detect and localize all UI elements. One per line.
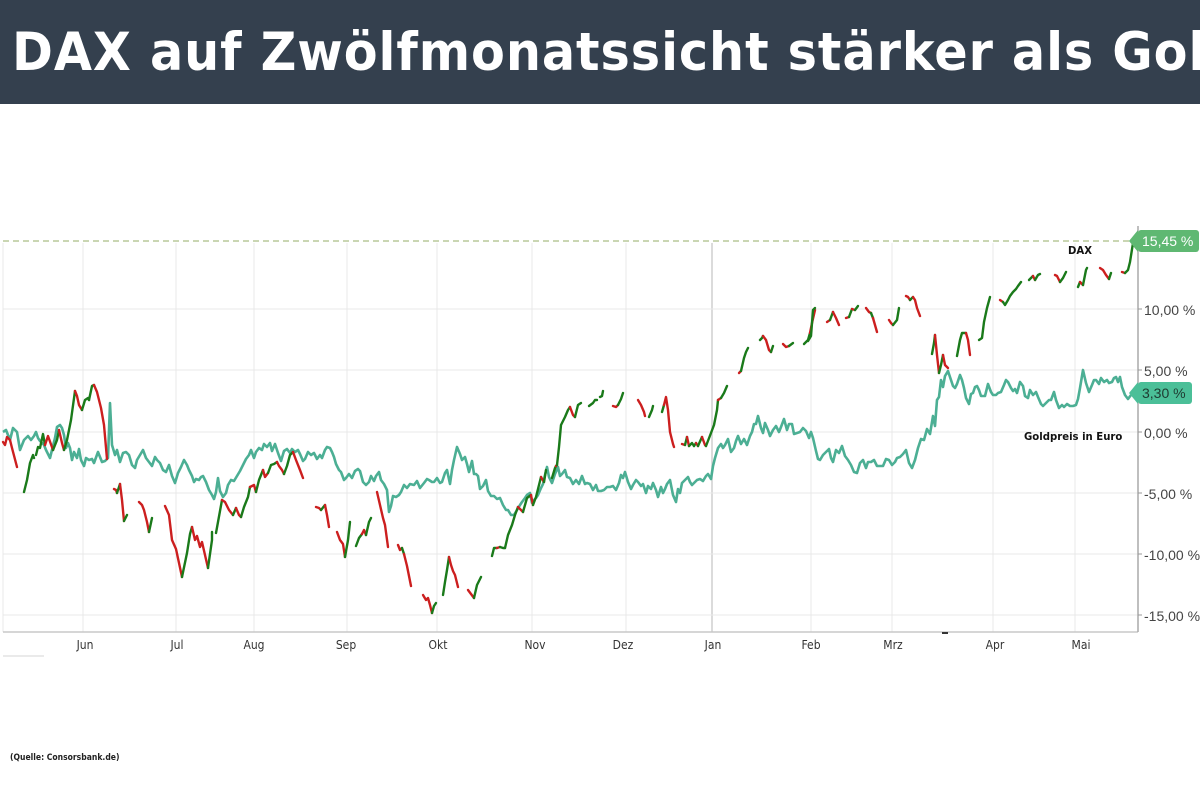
y-tick-minus15: -15,00 % [1144, 608, 1200, 624]
y-tick-10: 10,00 % [1144, 302, 1196, 318]
source-note: (Quelle: Consorsbank.de) [10, 753, 120, 763]
gold-series-label: Goldpreis in Euro [1024, 430, 1123, 443]
x-tick-aug: Aug [243, 638, 265, 652]
x-tick-sep: Sep [335, 638, 357, 652]
x-tick-mai: Mai [1071, 638, 1091, 652]
gold-series-line [2, 368, 1133, 517]
x-tick-jan: Jan [704, 638, 722, 652]
title-bar: DAX auf Zwölfmonatssicht stärker als Gol… [0, 0, 1200, 104]
x-tick-jun: Jun [76, 638, 94, 652]
x-tick-okt: Okt [428, 638, 448, 652]
horizontal-gridlines [3, 308, 1138, 616]
y-tick-5: 5,00 % [1144, 363, 1188, 379]
y-tick-minus5: -5,00 % [1144, 486, 1193, 502]
dax-last-value-badge: 15,45 % [1128, 230, 1200, 252]
gold-last-value-badge: 3,30 % [1129, 382, 1192, 404]
y-tick-0: 0,00 % [1144, 425, 1188, 441]
y-tick-minus10: -10,00 % [1144, 547, 1200, 563]
dax-series-label: DAX [1068, 244, 1093, 257]
x-tick-dez: Dez [612, 638, 634, 652]
x-tick-nov: Nov [524, 638, 546, 652]
dax-series-line [1, 241, 1135, 615]
y-axis-ticks [1138, 308, 1142, 616]
page-title: DAX auf Zwölfmonatssicht stärker als Gol… [12, 22, 1200, 83]
x-tick-apr: Apr [985, 638, 1005, 652]
vertical-gridlines [2, 243, 1076, 632]
x-tick-mrz: Mrz [883, 638, 903, 652]
x-tick-jul: Jul [170, 638, 184, 652]
x-tick-feb: Feb [801, 638, 821, 652]
